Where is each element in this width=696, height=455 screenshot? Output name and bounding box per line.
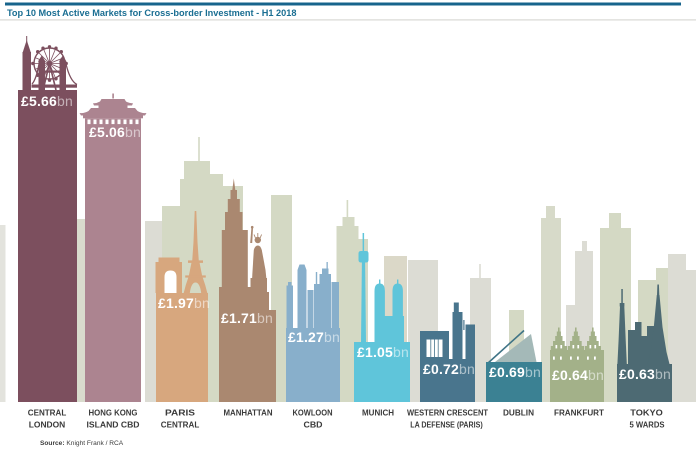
svg-text:LA DEFENSE (PARIS): LA DEFENSE (PARIS) bbox=[410, 420, 483, 430]
svg-text:£0.72bn: £0.72bn bbox=[423, 361, 475, 377]
svg-text:Top 10 Most Active Markets for: Top 10 Most Active Markets for Cross-bor… bbox=[7, 8, 297, 18]
svg-text:Source: Knight Frank / RCA: Source: Knight Frank / RCA bbox=[40, 440, 124, 447]
svg-text:DUBLIN: DUBLIN bbox=[503, 408, 534, 418]
svg-text:WESTERN CRESCENT: WESTERN CRESCENT bbox=[407, 408, 489, 418]
svg-text:FRANKFURT: FRANKFURT bbox=[554, 408, 605, 418]
svg-text:£0.69bn: £0.69bn bbox=[489, 364, 541, 380]
svg-text:£1.71bn: £1.71bn bbox=[221, 310, 273, 326]
svg-text:£5.06bn: £5.06bn bbox=[89, 124, 141, 140]
svg-text:£1.05bn: £1.05bn bbox=[357, 344, 409, 360]
svg-text:£0.64bn: £0.64bn bbox=[552, 367, 604, 383]
svg-text:ISLAND CBD: ISLAND CBD bbox=[87, 420, 140, 430]
svg-text:CENTRAL: CENTRAL bbox=[161, 420, 200, 430]
svg-text:MANHATTAN: MANHATTAN bbox=[224, 408, 273, 418]
svg-text:MUNICH: MUNICH bbox=[362, 408, 394, 418]
svg-text:PARIS: PARIS bbox=[165, 408, 195, 418]
svg-text:CBD: CBD bbox=[304, 420, 323, 430]
svg-text:£5.66bn: £5.66bn bbox=[21, 93, 73, 109]
svg-text:HONG KONG: HONG KONG bbox=[89, 408, 138, 418]
svg-text:LONDON: LONDON bbox=[29, 420, 66, 430]
svg-text:KOWLOON: KOWLOON bbox=[293, 408, 333, 418]
svg-text:£1.97bn: £1.97bn bbox=[158, 295, 210, 311]
svg-text:£0.63bn: £0.63bn bbox=[619, 366, 671, 382]
svg-text:5 WARDS: 5 WARDS bbox=[630, 420, 665, 430]
svg-text:CENTRAL: CENTRAL bbox=[28, 408, 67, 418]
svg-text:TOKYO: TOKYO bbox=[630, 408, 663, 418]
svg-text:£1.27bn: £1.27bn bbox=[288, 329, 340, 345]
